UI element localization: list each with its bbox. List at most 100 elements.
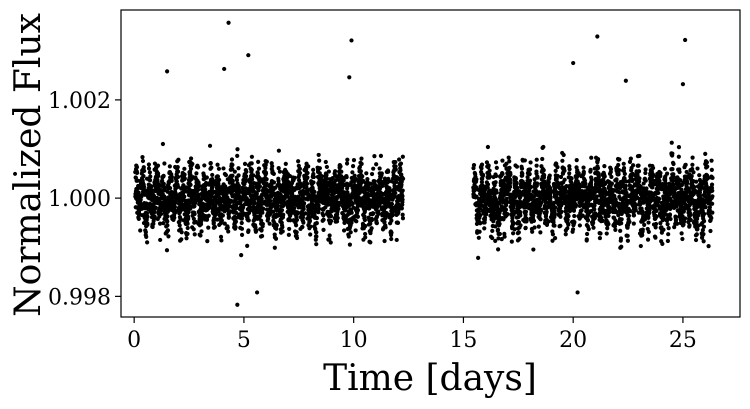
data-point: [627, 219, 632, 224]
data-point: [540, 156, 545, 162]
data-point: [165, 223, 170, 228]
data-point: [199, 229, 204, 234]
data-point: [336, 206, 341, 211]
data-point: [573, 202, 579, 208]
data-point: [400, 154, 405, 159]
data-point: [369, 217, 375, 223]
data-point: [196, 187, 201, 192]
data-point: [602, 164, 607, 169]
data-point: [658, 170, 663, 176]
data-point: [400, 188, 405, 193]
data-point: [264, 159, 269, 164]
data-point: [640, 232, 645, 238]
data-point: [344, 175, 349, 180]
data-point: [382, 238, 387, 244]
data-point: [301, 201, 307, 206]
data-point: [276, 148, 281, 153]
data-point: [567, 167, 572, 172]
data-point: [514, 164, 520, 169]
data-point: [298, 181, 303, 186]
data-point: [646, 220, 651, 225]
data-point: [643, 167, 648, 172]
data-point: [500, 171, 505, 177]
data-point: [136, 216, 141, 221]
data-point: [389, 230, 394, 235]
data-point: [277, 169, 282, 174]
data-point: [172, 204, 177, 209]
data-point: [517, 236, 522, 241]
data-point: [362, 217, 368, 223]
data-point: [616, 172, 621, 177]
plot-frame: [120, 9, 741, 318]
data-point: [191, 227, 196, 232]
data-point: [142, 168, 147, 174]
data-point: [261, 206, 266, 211]
data-point: [355, 214, 361, 219]
data-point: [637, 153, 642, 159]
data-point: [687, 223, 692, 228]
data-point: [350, 170, 355, 175]
data-point: [559, 209, 564, 214]
data-point: [175, 169, 181, 174]
data-point: [507, 184, 513, 189]
data-point: [145, 222, 150, 227]
data-point: [209, 165, 214, 170]
data-point: [569, 176, 574, 181]
data-point: [643, 178, 648, 183]
data-point: [631, 163, 636, 168]
data-point: [566, 222, 571, 227]
data-point: [195, 165, 201, 170]
data-point: [250, 187, 256, 192]
data-point: [146, 166, 152, 171]
data-point: [359, 161, 364, 166]
data-point: [334, 219, 340, 224]
data-point: [213, 203, 218, 208]
data-point: [609, 174, 614, 180]
data-point: [511, 221, 516, 226]
data-point: [484, 212, 489, 217]
data-point: [246, 228, 251, 233]
data-point: [259, 196, 264, 201]
data-point: [534, 157, 539, 162]
data-point: [207, 143, 213, 148]
data-point: [212, 224, 217, 229]
data-point: [268, 198, 273, 203]
data-point: [218, 234, 224, 240]
data-point: [307, 218, 313, 224]
data-point: [162, 161, 167, 166]
data-point: [270, 164, 275, 169]
data-point: [368, 221, 373, 226]
data-point: [249, 167, 254, 172]
data-point: [528, 167, 533, 172]
data-point: [272, 245, 277, 250]
data-point: [312, 189, 317, 194]
data-point: [339, 169, 344, 174]
data-point: [148, 174, 153, 179]
data-point: [695, 227, 700, 232]
data-point: [216, 183, 221, 188]
data-point: [151, 202, 156, 207]
data-point: [274, 226, 279, 231]
data-point: [653, 235, 658, 240]
data-point: [390, 213, 395, 218]
data-point: [519, 166, 525, 171]
data-point: [153, 205, 159, 210]
data-point: [188, 166, 194, 171]
data-point: [389, 218, 394, 223]
data-point: [264, 177, 269, 182]
data-point: [505, 212, 510, 217]
data-point: [508, 172, 513, 177]
data-point: [349, 210, 354, 215]
data-point: [476, 255, 481, 260]
data-point: [234, 177, 240, 183]
data-point: [167, 164, 172, 169]
data-point: [319, 174, 324, 179]
data-point: [229, 157, 235, 162]
data-point: [297, 166, 302, 171]
data-point: [316, 206, 322, 211]
data-point: [660, 241, 665, 247]
data-point: [372, 154, 377, 159]
data-point: [398, 168, 403, 173]
data-point: [215, 174, 221, 179]
data-point: [378, 153, 384, 158]
